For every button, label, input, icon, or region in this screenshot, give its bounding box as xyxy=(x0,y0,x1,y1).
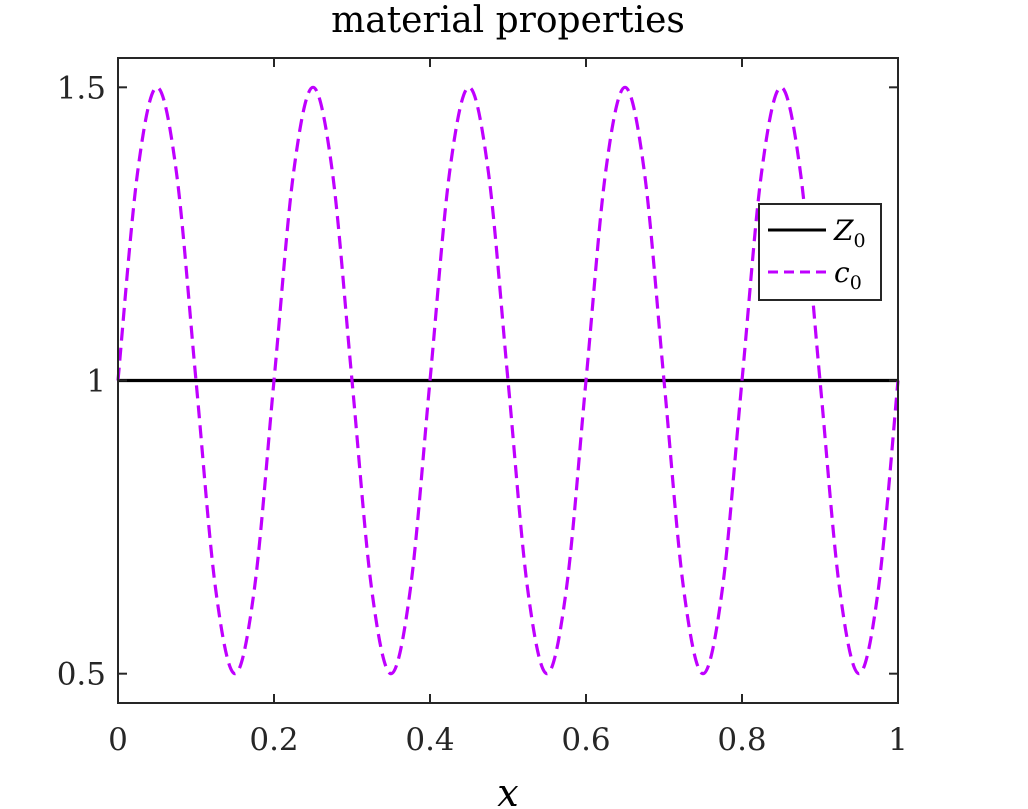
series-line-c0 xyxy=(116,85,900,676)
legend-label-c0-main: c xyxy=(834,256,850,289)
x-axis-label: x xyxy=(497,771,518,809)
plot-frame xyxy=(117,57,899,704)
legend-box xyxy=(758,203,882,301)
tick-layer: 0 0.2 0.4 0.6 0.8 1 0.5 1 1.5 xyxy=(57,58,908,758)
x-tick-label: 0.4 xyxy=(405,722,454,758)
y-tick-label: 1 xyxy=(86,364,106,400)
legend-label-z0: Z0 xyxy=(833,214,866,252)
chart-title: material properties xyxy=(331,0,685,41)
x-tick-label: 1 xyxy=(888,722,908,758)
x-tick-label: 0.2 xyxy=(249,722,298,758)
legend-label-z0-sub: 0 xyxy=(853,230,865,252)
x-tick-label: 0 xyxy=(108,722,128,758)
legend-label-z0-main: Z xyxy=(833,214,854,247)
legend-label-c0: c0 xyxy=(834,256,862,294)
y-tick-label: 0.5 xyxy=(57,657,106,693)
legend: Z0 c0 xyxy=(758,203,882,301)
series-layer xyxy=(116,85,900,676)
x-tick-label: 0.8 xyxy=(717,722,766,758)
legend-label-c0-sub: 0 xyxy=(850,272,862,294)
y-tick-label: 1.5 xyxy=(57,70,106,106)
x-tick-label: 0.6 xyxy=(561,722,610,758)
